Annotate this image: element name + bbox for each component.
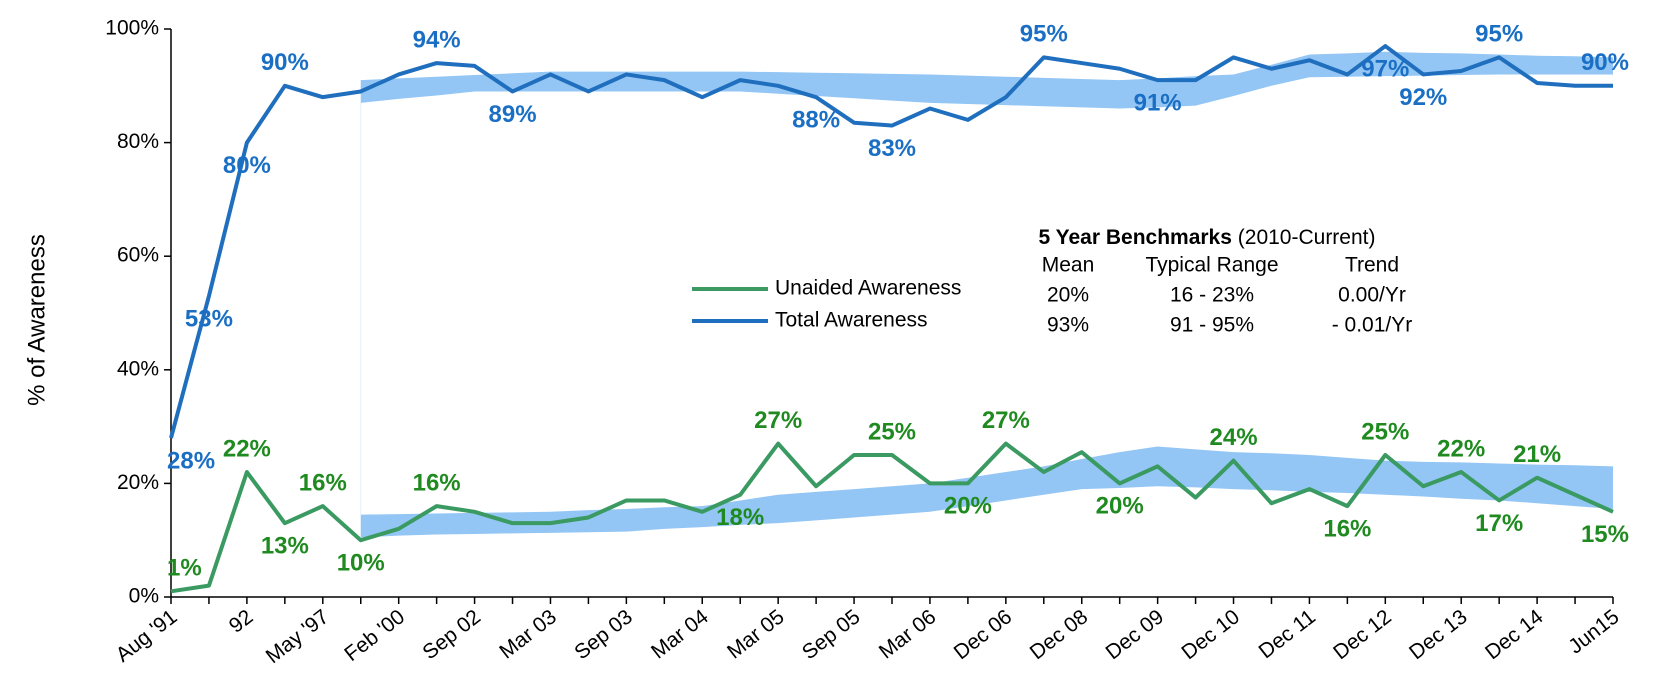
value-label: 89% [489, 101, 537, 128]
value-label: 16% [413, 469, 461, 496]
x-tick-label: Dec 11 [1255, 605, 1320, 663]
value-label: 27% [982, 407, 1030, 434]
benchmark-title: 5 Year Benchmarks [1039, 226, 1232, 249]
benchmark-cell: 91 - 95% [1170, 314, 1254, 337]
value-label: 97% [1361, 55, 1409, 82]
x-tick-label: Jun15 [1564, 605, 1623, 658]
benchmark-cell: 93% [1047, 314, 1089, 337]
value-label: 13% [261, 533, 309, 560]
x-tick-label: Dec 12 [1329, 605, 1396, 664]
legend-label: Unaided Awareness [775, 277, 961, 300]
value-label: 24% [1210, 424, 1258, 451]
line [169, 44, 1613, 439]
benchmark-subtitle: (2010-Current) [1238, 226, 1376, 249]
y-tick-label: 0% [129, 585, 159, 608]
value-label: 27% [754, 407, 802, 434]
value-label: 25% [1361, 418, 1409, 445]
x-tick-label: Dec 10 [1177, 605, 1244, 664]
value-label: 21% [1513, 441, 1561, 468]
value-label: 91% [1134, 89, 1182, 116]
benchmark-cell: 16 - 23% [1170, 284, 1254, 307]
x-tick-label: Sep 02 [418, 605, 485, 664]
benchmark-header: Mean [1042, 254, 1095, 277]
value-label: 22% [1437, 435, 1485, 462]
line [170, 441, 1614, 594]
value-label: 20% [1096, 493, 1144, 520]
value-label: 95% [1020, 21, 1068, 48]
benchmark-header: Typical Range [1145, 254, 1278, 277]
value-label: 92% [1399, 84, 1447, 111]
benchmark-band [360, 446, 1614, 538]
legend-label: Total Awareness [775, 309, 928, 332]
y-tick-label: 40% [117, 357, 159, 380]
value-label: 94% [413, 26, 461, 53]
value-label: 16% [299, 469, 347, 496]
value-label: 18% [716, 504, 764, 531]
x-tick-label: Aug '91 [112, 605, 182, 667]
y-tick-label: 20% [117, 471, 159, 494]
value-label: 10% [337, 550, 385, 577]
benchmark-cell: 0.00/Yr [1338, 284, 1406, 307]
value-label: 88% [792, 107, 840, 134]
x-tick-label: Dec 14 [1481, 605, 1548, 664]
value-label: 80% [223, 152, 271, 179]
value-label: 90% [261, 49, 309, 76]
benchmark-cell: 20% [1047, 284, 1089, 307]
benchmark-heading: 5 Year Benchmarks (2010-Current) [1039, 226, 1376, 249]
value-label: 22% [223, 435, 271, 462]
y-tick-label: 60% [117, 244, 159, 267]
x-tick-label: May '97 [262, 605, 334, 668]
value-label: 15% [1581, 521, 1629, 548]
x-tick-label: Mar 03 [495, 605, 561, 663]
benchmark-header: Trend [1345, 254, 1399, 277]
value-label: 17% [1475, 510, 1523, 537]
benchmark-cell: - 0.01/Yr [1332, 314, 1413, 337]
value-label: 28% [167, 447, 215, 474]
value-label: 53% [185, 305, 233, 332]
x-tick-label: Mar 06 [875, 605, 941, 663]
x-tick-label: Sep 05 [798, 605, 865, 664]
y-tick-label: 80% [117, 130, 159, 153]
value-label: 90% [1581, 49, 1629, 76]
value-label: 95% [1475, 21, 1523, 48]
value-label: 83% [868, 135, 916, 162]
value-label: 20% [944, 493, 992, 520]
y-axis-label: % of Awareness [23, 234, 50, 406]
x-tick-label: Dec 09 [1102, 605, 1169, 664]
value-label: 1% [167, 555, 202, 582]
x-tick-label: Dec 08 [1026, 605, 1093, 664]
value-label: 25% [868, 418, 916, 445]
x-tick-label: 92 [225, 605, 258, 638]
x-tick-label: Dec 13 [1405, 605, 1472, 664]
x-tick-label: Dec 06 [950, 605, 1017, 664]
y-tick-label: 100% [105, 17, 159, 40]
benchmark-band [360, 51, 1614, 109]
x-tick-label: Mar 05 [723, 605, 789, 663]
x-tick-label: Sep 03 [570, 605, 637, 664]
x-tick-label: Feb '00 [340, 605, 409, 666]
x-tick-label: Mar 04 [647, 605, 713, 664]
value-label: 16% [1323, 515, 1371, 542]
